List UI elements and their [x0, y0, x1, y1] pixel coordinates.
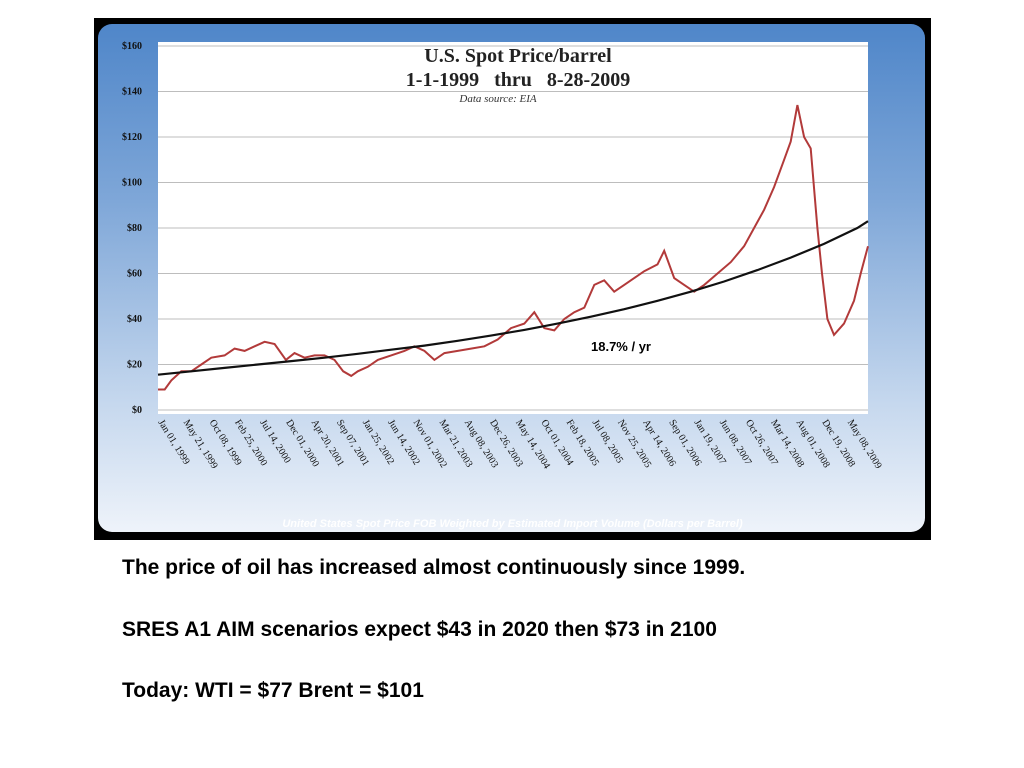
- y-tick-label: $100: [122, 178, 142, 189]
- y-tick-label: $160: [122, 41, 142, 52]
- y-tick-label: $0: [132, 405, 142, 416]
- chart-caption: United States Spot Price FOB Weighted by…: [282, 518, 743, 530]
- oil-price-chart: $0 $20 $40 $60 $80 $100 $120 $140 $160 Jan 01, 1…: [122, 41, 884, 471]
- chart-subtitle: 1-1-1999 thru 8-28-2009: [406, 69, 630, 91]
- y-tick-label: $60: [127, 269, 142, 280]
- slide-text-line-1: The price of oil has increased almost co…: [122, 556, 746, 579]
- trend-series-line: [157, 220, 869, 376]
- slide-text-line-2: SRES A1 AIM scenarios expect $43 in 2020…: [122, 618, 717, 641]
- chart-source: Data source: EIA: [458, 93, 536, 105]
- y-tick-label: $40: [127, 314, 142, 325]
- chart-panel: $0 $20 $40 $60 $80 $100 $120 $140 $160 Jan 01, 1…: [98, 24, 925, 532]
- y-tick-label: $120: [122, 132, 142, 143]
- y-tick-label: $80: [127, 223, 142, 234]
- chart-title: U.S. Spot Price/barrel: [424, 45, 612, 67]
- y-tick-label: $20: [127, 360, 142, 371]
- grid-lines: [158, 45, 868, 411]
- slide-text-line-3: Today: WTI = $77 Brent = $101: [122, 679, 424, 702]
- price-series-line: [158, 104, 869, 391]
- y-axis-ticks: $0 $20 $40 $60 $80 $100 $120 $140 $160: [122, 41, 142, 416]
- y-tick-label: $140: [122, 87, 142, 98]
- chart-frame: $0 $20 $40 $60 $80 $100 $120 $140 $160 Jan 01, 1…: [94, 18, 931, 540]
- growth-rate-annotation: 18.7% / yr: [591, 339, 651, 354]
